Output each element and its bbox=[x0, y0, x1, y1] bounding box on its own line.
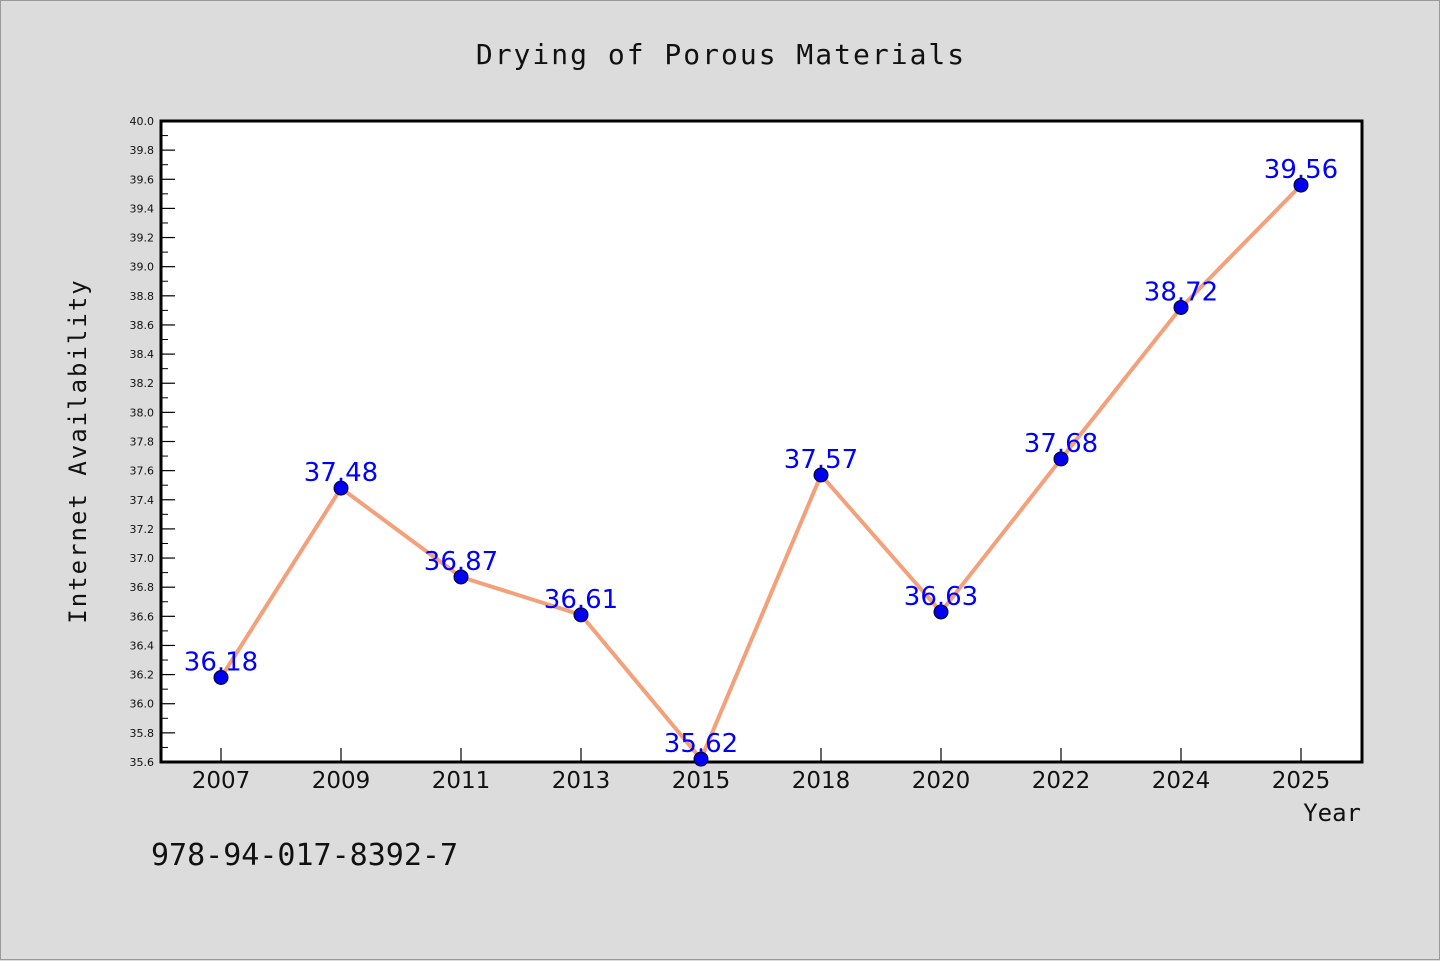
data-point bbox=[1173, 299, 1189, 315]
y-tick-label: 36.0 bbox=[130, 698, 155, 711]
chart-title: Drying of Porous Materials bbox=[476, 38, 966, 71]
y-axis-label: Internet Availability bbox=[64, 278, 92, 623]
x-tick-label: 2013 bbox=[552, 768, 611, 794]
x-tick-label: 2007 bbox=[192, 768, 251, 794]
y-tick-label: 38.4 bbox=[130, 348, 155, 361]
y-tick-label: 36.4 bbox=[130, 639, 155, 652]
y-tick-label: 40.0 bbox=[130, 115, 155, 128]
y-tick-label: 38.6 bbox=[130, 319, 155, 332]
plot-area bbox=[159, 119, 1364, 764]
x-tick-label: 2020 bbox=[912, 768, 971, 794]
y-tick-label: 37.6 bbox=[130, 465, 155, 478]
y-tick-label: 39.2 bbox=[130, 232, 155, 245]
data-label-group: 36.18 37.48 36.87 36.61 35.62 37.57 36.63 37.68… bbox=[184, 155, 1338, 759]
data-label: 36.61 bbox=[544, 585, 618, 615]
data-label: 39.56 bbox=[1264, 155, 1338, 185]
y-tick-label: 39.4 bbox=[130, 202, 155, 215]
data-point bbox=[1053, 451, 1069, 467]
data-label: 35.62 bbox=[664, 729, 738, 759]
y-tick-label: 35.8 bbox=[130, 727, 155, 740]
x-tick-label: 2009 bbox=[312, 768, 371, 794]
y-tick-label: 37.2 bbox=[130, 523, 155, 536]
data-point bbox=[333, 480, 349, 496]
data-label: 36.18 bbox=[184, 648, 258, 678]
series-line bbox=[219, 183, 1303, 762]
y-tick-label: 39.8 bbox=[130, 144, 155, 157]
y-tick-label: 37.0 bbox=[130, 552, 155, 565]
data-point bbox=[933, 604, 949, 620]
x-tick-label: 2011 bbox=[432, 768, 491, 794]
isbn-annotation: 978-94-017-8392-7 bbox=[151, 838, 458, 873]
y-tick-label: 38.0 bbox=[130, 406, 155, 419]
y-tick-label: 37.4 bbox=[130, 494, 155, 507]
x-tick-label: 2025 bbox=[1272, 768, 1331, 794]
x-tick-label: 2018 bbox=[792, 768, 851, 794]
data-point bbox=[213, 670, 229, 686]
x-tick-label: 2022 bbox=[1032, 768, 1091, 794]
y-tick-label: 39.6 bbox=[130, 173, 155, 186]
y-tick-label: 36.2 bbox=[130, 669, 155, 682]
data-point bbox=[1293, 177, 1309, 193]
marker-group bbox=[213, 177, 1309, 767]
x-tick-label: 2015 bbox=[672, 768, 731, 794]
data-point bbox=[573, 607, 589, 623]
data-point bbox=[453, 569, 469, 585]
data-point bbox=[693, 751, 709, 767]
y-tick-label: 36.8 bbox=[130, 581, 155, 594]
data-label: 37.57 bbox=[784, 445, 858, 475]
data-label: 36.87 bbox=[424, 547, 498, 577]
y-tick-label: 38.8 bbox=[130, 290, 155, 303]
y-tick-label: 35.6 bbox=[130, 756, 155, 769]
x-axis: 2007 2009 2011 2013 2015 2018 2020 2022 2024 2025 bbox=[192, 748, 1331, 794]
data-label: 38.72 bbox=[1144, 277, 1218, 307]
x-tick-label: 2024 bbox=[1152, 768, 1211, 794]
series-line-group bbox=[219, 183, 1303, 762]
y-tick-label: 36.6 bbox=[130, 610, 155, 623]
y-axis: 35.6 35.8 36.0 36.2 36.4 36.6 36.8 37.0 37.2 37.4… bbox=[130, 115, 175, 769]
data-point bbox=[813, 467, 829, 483]
y-tick-label: 39.0 bbox=[130, 261, 155, 274]
y-tick-label: 38.2 bbox=[130, 377, 155, 390]
data-label: 37.68 bbox=[1024, 429, 1098, 459]
data-label: 37.48 bbox=[304, 458, 378, 488]
x-axis-label: Year bbox=[1303, 799, 1361, 827]
y-tick-label: 37.8 bbox=[130, 436, 155, 449]
data-label: 36.63 bbox=[904, 582, 978, 612]
